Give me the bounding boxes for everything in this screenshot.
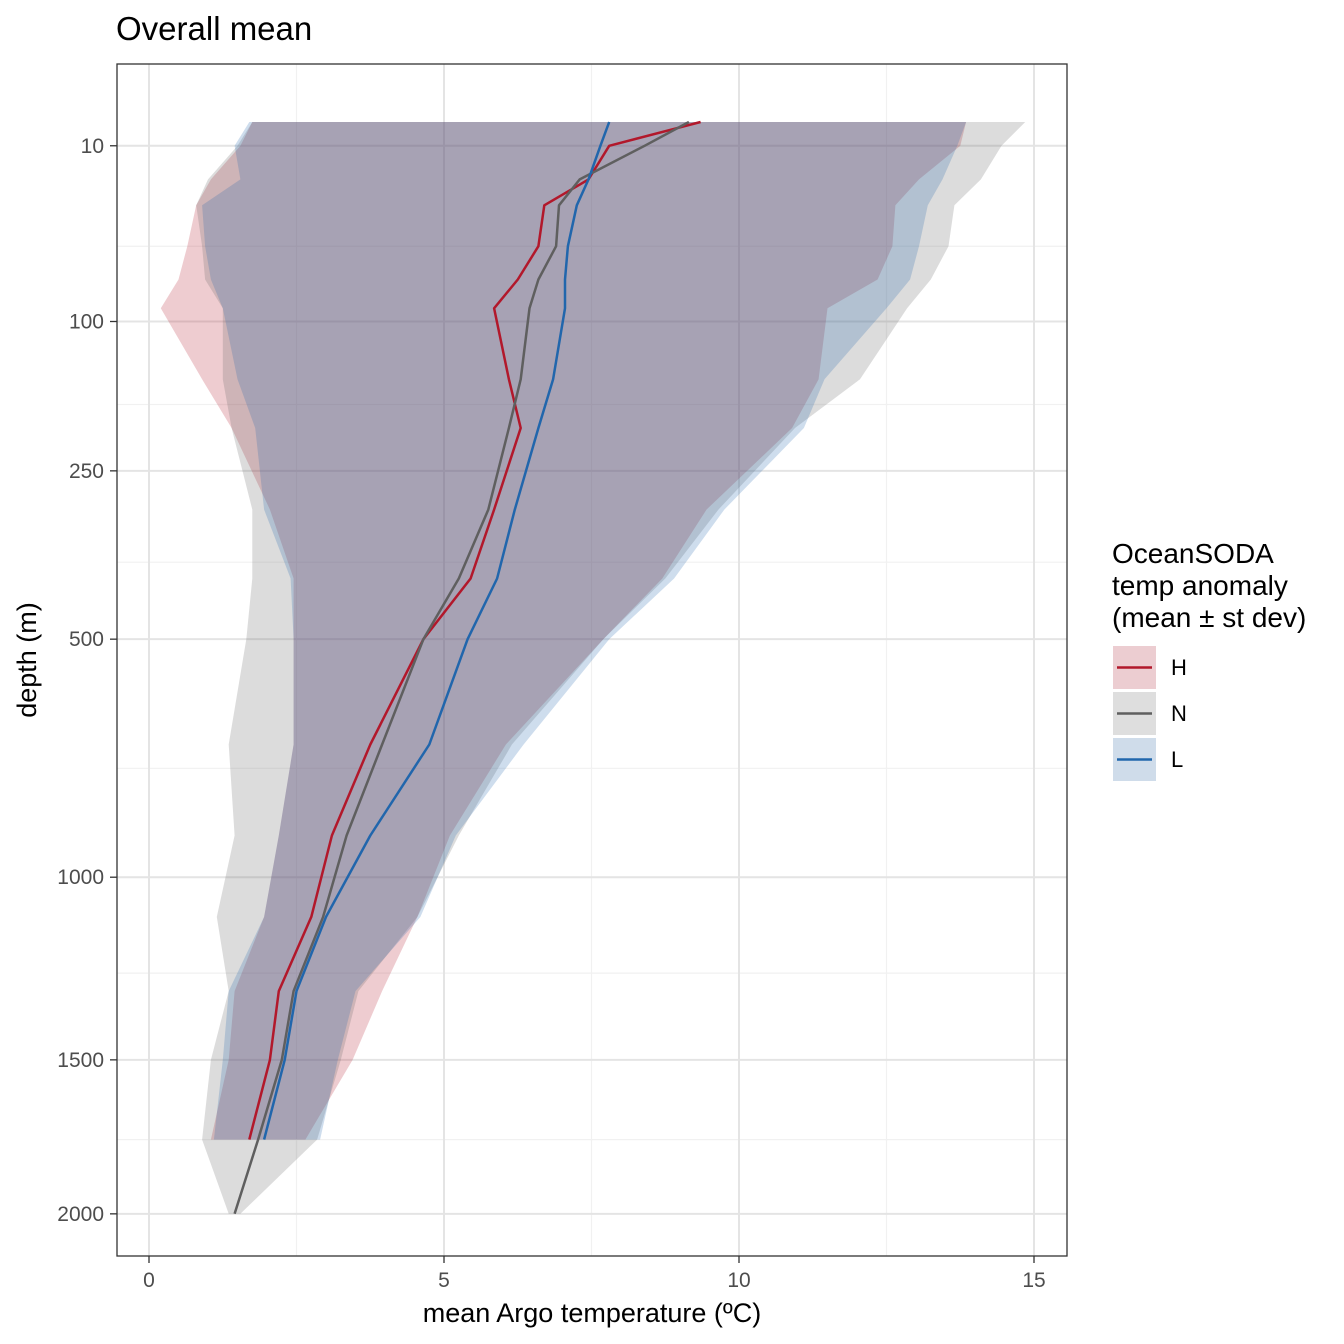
y-tick-label: 10	[81, 135, 104, 158]
x-axis-title: mean Argo temperature (ºC)	[423, 1298, 762, 1328]
y-axis: 10 100 250 500 1000 1500 2000	[57, 135, 117, 1226]
x-tick-label: 10	[727, 1269, 750, 1292]
legend-title-line-3: (mean ± st dev)	[1112, 602, 1306, 633]
legend-title-line-1: OceanSODA	[1112, 538, 1274, 569]
mean-line-H	[248, 120, 701, 1140]
legend-label-N: N	[1171, 701, 1187, 726]
grid-major	[117, 64, 1067, 1256]
mean-line-L	[262, 121, 611, 1140]
x-axis: 0 5 10 15	[143, 1256, 1046, 1292]
mean-line-N	[233, 120, 690, 1215]
y-tick-label: 500	[69, 628, 104, 651]
chart-title: Overall mean	[116, 10, 312, 47]
x-tick-label: 15	[1022, 1269, 1045, 1292]
y-axis-title: depth (m)	[12, 602, 42, 718]
grid-minor	[117, 64, 1067, 1256]
y-tick-label: 2000	[57, 1203, 104, 1226]
ribbon-N	[196, 122, 1026, 1214]
mean-lines	[233, 120, 701, 1215]
y-tick-label: 1000	[57, 866, 104, 889]
legend-label-H: H	[1171, 655, 1187, 680]
legend: OceanSODA temp anomaly (mean ± st dev) H…	[1112, 538, 1306, 781]
ribbons	[160, 122, 1026, 1214]
panel-border	[116, 63, 1068, 1257]
x-tick-label: 5	[438, 1269, 450, 1292]
y-tick-label: 100	[69, 311, 104, 334]
ribbon-H	[160, 122, 967, 1140]
legend-title-line-2: temp anomaly	[1112, 570, 1288, 601]
y-tick-label: 250	[69, 460, 104, 483]
legend-label-L: L	[1171, 747, 1183, 772]
x-tick-label: 0	[143, 1269, 155, 1292]
y-tick-label: 1500	[57, 1049, 104, 1072]
plot-panel	[116, 63, 1068, 1257]
ribbon-L	[202, 122, 967, 1140]
